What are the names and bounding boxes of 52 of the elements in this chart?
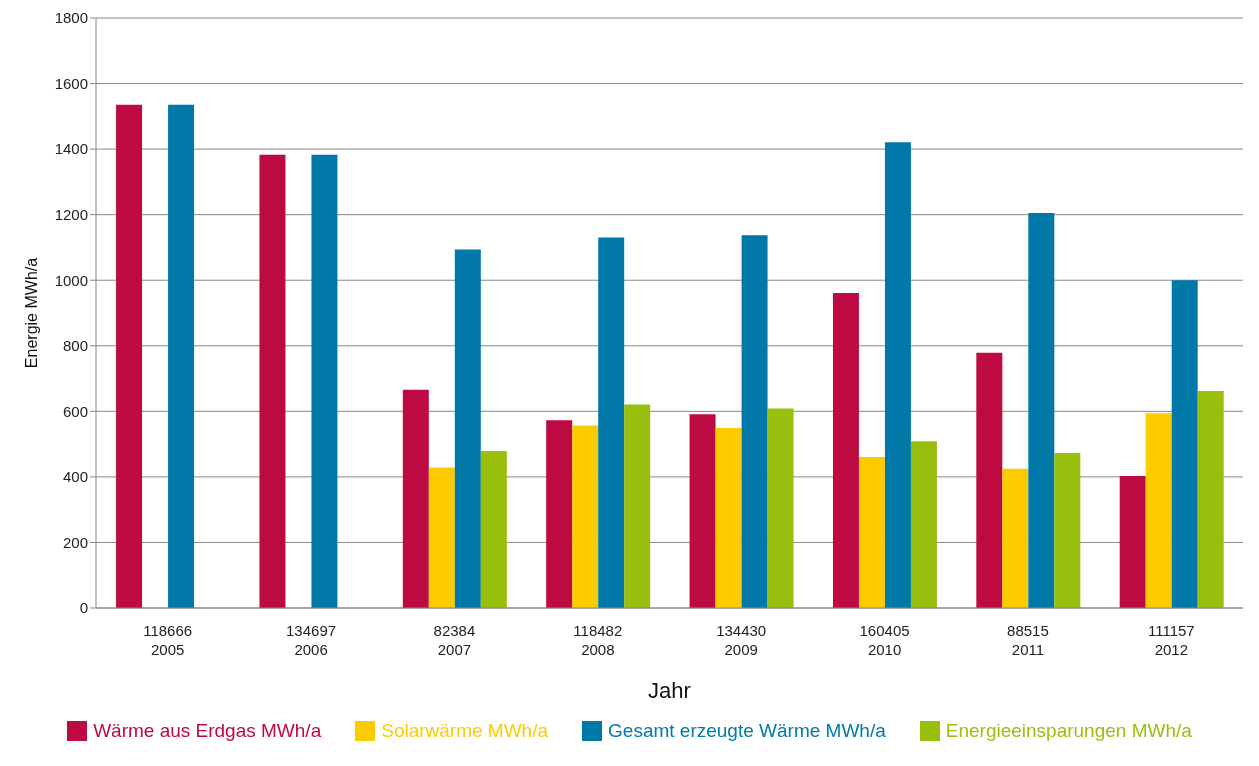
x-tick-label: 118482 2008: [573, 622, 623, 658]
bar: [402, 389, 429, 608]
x-tick-label: 134430 2009: [716, 622, 767, 658]
bar: [1028, 213, 1055, 608]
y-tick-label: 1200: [54, 205, 88, 223]
x-axis-title: Jahr: [648, 678, 691, 703]
bar: [976, 352, 1003, 608]
y-tick-label: 1400: [54, 140, 88, 158]
legend-label: Gesamt erzeugte Wärme MWh/a: [608, 720, 886, 742]
y-tick-label: 1800: [54, 9, 88, 27]
bar: [428, 467, 455, 608]
bar: [858, 456, 885, 608]
bar: [259, 154, 286, 608]
bar: [624, 404, 651, 608]
x-tick-label: 160405 2010: [859, 622, 910, 658]
y-tick-label: 0: [79, 599, 88, 617]
bar: [480, 450, 507, 608]
legend-label: Solarwärme MWh/a: [381, 720, 549, 742]
bar: [311, 154, 338, 608]
bar: [168, 104, 195, 608]
y-tick-label: 400: [62, 468, 88, 486]
bar: [689, 414, 716, 608]
bar: [1145, 413, 1172, 608]
y-axis-title: Energie MWh/a: [22, 257, 40, 369]
x-tick-label: 88515 2011: [1007, 622, 1049, 658]
y-tick-label: 600: [62, 402, 88, 420]
bar: [741, 235, 768, 608]
bar: [1119, 475, 1146, 608]
bar: [767, 408, 794, 608]
bar: [454, 249, 481, 608]
x-tick-label: 118666 2005: [143, 622, 193, 658]
bar: [832, 293, 859, 608]
bar: [116, 104, 143, 608]
legend-label: Wärme aus Erdgas MWh/a: [93, 720, 322, 742]
bar: [546, 420, 573, 608]
y-tick-label: 800: [62, 337, 88, 355]
legend-label: Energieeinsparungen MWh/a: [945, 720, 1192, 742]
bar: [910, 441, 937, 608]
bar: [884, 142, 911, 608]
x-tick-label: 111157 2012: [1147, 622, 1195, 658]
y-tick-label: 1600: [54, 74, 88, 92]
bar: [572, 425, 599, 608]
y-tick-label: 200: [62, 533, 88, 551]
x-tick-label: 134697 2006: [286, 622, 337, 658]
bar: [1197, 391, 1224, 608]
y-tick-label: 1000: [54, 271, 88, 289]
bar: [598, 237, 625, 608]
bar: [1171, 280, 1198, 608]
bar: [1002, 468, 1029, 608]
x-tick-label: 82384 2007: [433, 622, 476, 658]
bar: [715, 428, 742, 608]
bar: [1054, 452, 1081, 608]
